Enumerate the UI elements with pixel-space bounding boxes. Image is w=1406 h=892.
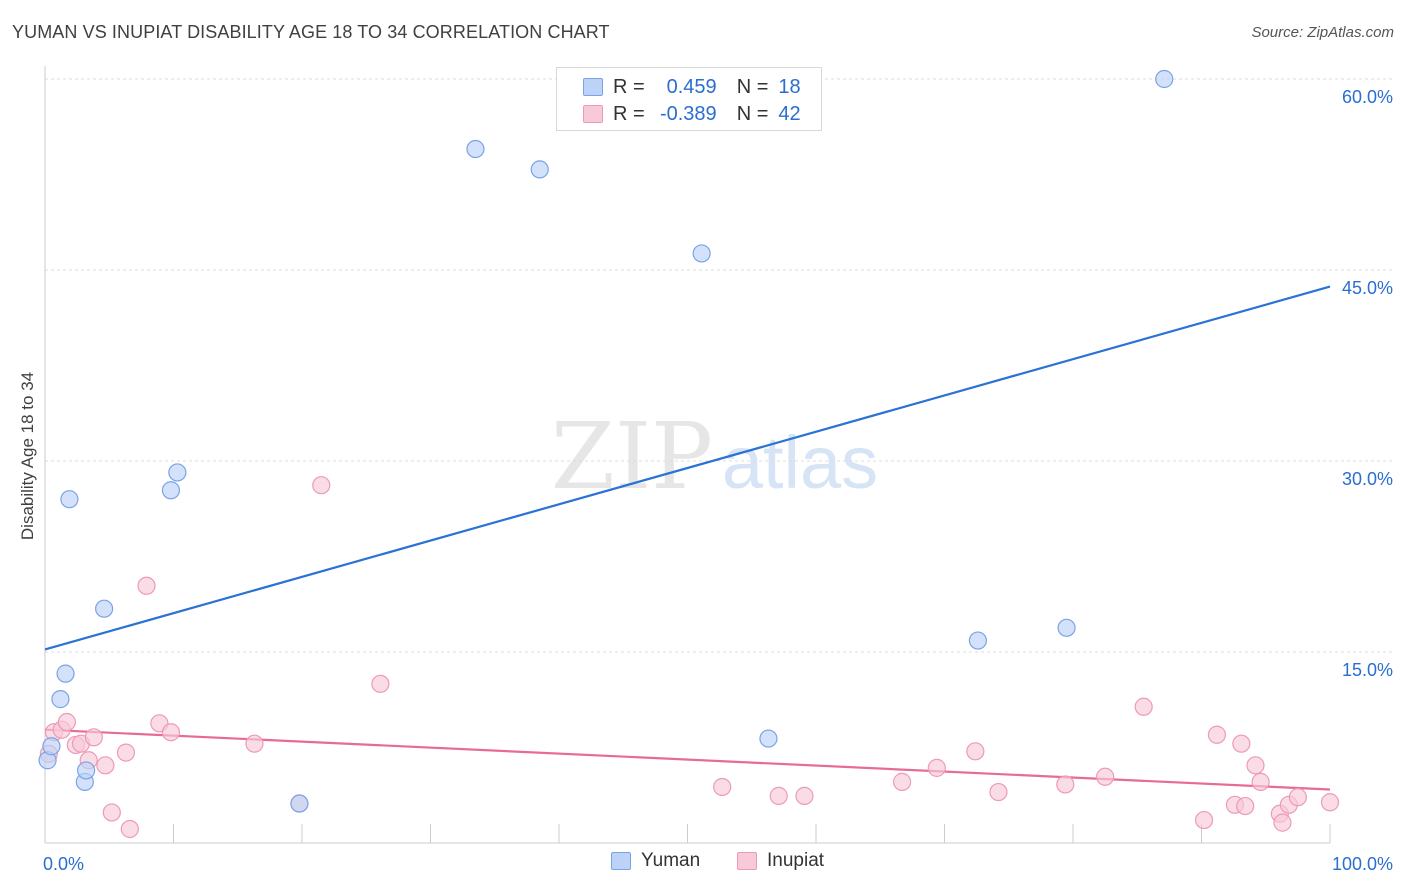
- yuman-point: [161, 481, 181, 500]
- legend-n-label: N =: [736, 102, 769, 125]
- inupiat-point: [966, 742, 985, 761]
- yuman-trend-line: [44, 285, 1331, 651]
- correlation-legend: R = 0.459 N = 18 R = -0.389 N = 42: [556, 67, 822, 131]
- y-axis-label: Disability Age 18 to 34: [18, 372, 37, 540]
- y-tick-label: 30.0%: [1342, 469, 1393, 489]
- bottom-legend-inupiat: Inupiat: [737, 850, 824, 872]
- legend-row-yuman: R = 0.459 N = 18: [583, 74, 801, 100]
- inupiat-point: [989, 782, 1008, 802]
- inupiat-point: [892, 772, 912, 791]
- yuman-point: [95, 599, 114, 618]
- x-tick-label: 0.0%: [43, 854, 84, 874]
- yuman-point: [168, 463, 187, 482]
- inupiat-point: [116, 743, 136, 762]
- yuman-point: [77, 761, 96, 780]
- yuman-swatch: [583, 78, 603, 96]
- inupiat-point: [161, 723, 181, 742]
- x-tick-label: 100.0%: [1332, 854, 1393, 874]
- inupiat-point: [96, 756, 115, 775]
- bottom-legend-yuman: Yuman: [611, 850, 700, 872]
- inupiat-point: [312, 476, 331, 495]
- legend-row-inupiat: R = -0.389 N = 42: [583, 101, 801, 127]
- yuman-point: [1155, 69, 1174, 89]
- inupiat-point: [84, 728, 103, 747]
- inupiat-point: [1246, 756, 1265, 775]
- inupiat-r-value: -0.389: [659, 102, 717, 125]
- inupiat-point: [120, 819, 139, 839]
- inupiat-point: [1251, 772, 1270, 791]
- inupiat-point: [1134, 697, 1153, 716]
- source-label: Source: ZipAtlas.com: [1251, 24, 1394, 41]
- inupiat-point: [1320, 793, 1340, 812]
- inupiat-point: [1273, 813, 1292, 832]
- yuman-n-value: 18: [778, 75, 801, 98]
- inupiat-point: [371, 674, 390, 693]
- legend-n-label: N =: [736, 75, 769, 98]
- grid-layer: [45, 78, 1392, 653]
- yuman-point: [290, 794, 309, 813]
- yuman-point: [60, 490, 79, 509]
- inupiat-point: [1288, 788, 1307, 807]
- inupiat-point: [1194, 810, 1214, 830]
- yuman-point: [968, 631, 988, 650]
- inupiat-point: [137, 576, 156, 595]
- inupiat-point: [927, 758, 946, 777]
- watermark-atlas: atlas: [722, 421, 878, 504]
- inupiat-point: [1236, 796, 1255, 816]
- trend-layer: [44, 285, 1331, 791]
- inupiat-swatch: [737, 852, 757, 870]
- yuman-point: [466, 139, 485, 159]
- legend-r-label: R =: [613, 102, 645, 125]
- y-tick-label: 60.0%: [1342, 87, 1393, 107]
- inupiat-legend-label: Inupiat: [767, 850, 825, 871]
- legend-r-label: R =: [613, 75, 645, 98]
- yuman-swatch: [611, 852, 631, 870]
- inupiat-point: [769, 786, 788, 805]
- watermark-zip: ZIP: [551, 403, 713, 510]
- label-layer: 15.0% 30.0% 45.0% 60.0% 0.0% 100.0%: [43, 87, 1393, 874]
- yuman-legend-label: Yuman: [641, 850, 701, 871]
- y-tick-label: 15.0%: [1342, 660, 1393, 680]
- yuman-r-value: 0.459: [666, 75, 717, 98]
- inupiat-point: [245, 734, 264, 753]
- yuman-point: [56, 664, 75, 683]
- inupiat-swatch: [583, 105, 603, 123]
- point-layer: [38, 69, 1340, 839]
- inupiat-n-value: 42: [778, 102, 801, 125]
- chart-title: YUMAN VS INUPIAT DISABILITY AGE 18 TO 34…: [12, 22, 610, 42]
- inupiat-point: [102, 803, 121, 822]
- inupiat-point: [1232, 734, 1251, 753]
- yuman-point: [759, 729, 778, 748]
- inupiat-point: [1207, 725, 1227, 744]
- yuman-point: [530, 160, 549, 179]
- yuman-point: [1057, 618, 1076, 637]
- inupiat-point: [795, 786, 814, 805]
- inupiat-point: [713, 777, 732, 797]
- inupiat-trend-line: [44, 728, 1331, 791]
- yuman-point: [42, 737, 61, 756]
- inupiat-point: [57, 712, 76, 732]
- y-tick-label: 45.0%: [1342, 278, 1393, 298]
- inupiat-point: [1056, 775, 1075, 794]
- yuman-point: [692, 244, 711, 263]
- inupiat-point: [1096, 767, 1115, 786]
- yuman-point: [51, 690, 70, 709]
